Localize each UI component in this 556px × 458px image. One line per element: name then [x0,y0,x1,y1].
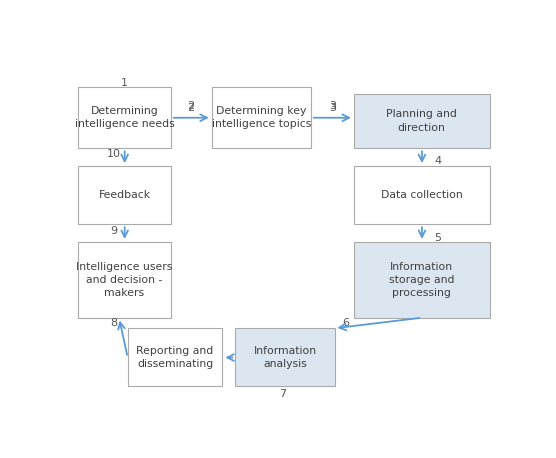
FancyBboxPatch shape [78,166,171,224]
Text: 2: 2 [187,103,195,113]
Text: 8: 8 [110,318,117,328]
FancyBboxPatch shape [212,87,311,148]
Text: Data collection: Data collection [381,190,463,200]
FancyBboxPatch shape [78,242,171,318]
Text: Determining key
intelligence topics: Determining key intelligence topics [212,106,311,129]
Text: Intelligence users
and decision -
makers: Intelligence users and decision - makers [76,262,172,298]
Text: Information
analysis: Information analysis [254,346,316,369]
Text: 7: 7 [279,388,286,398]
Text: Information
storage and
processing: Information storage and processing [389,262,454,298]
FancyBboxPatch shape [235,328,335,387]
Text: 2: 2 [187,101,195,111]
Text: 3: 3 [329,103,336,113]
FancyBboxPatch shape [78,87,171,148]
Text: Determining
intelligence needs: Determining intelligence needs [75,106,175,129]
Text: Reporting and
disseminating: Reporting and disseminating [136,346,214,369]
Text: 4: 4 [434,156,441,166]
Text: 1: 1 [121,78,128,88]
Text: Feedback: Feedback [98,190,151,200]
FancyBboxPatch shape [354,242,490,318]
FancyBboxPatch shape [354,94,490,148]
Text: 5: 5 [434,233,441,243]
FancyBboxPatch shape [128,328,222,387]
Text: Planning and
direction: Planning and direction [386,109,457,133]
Text: 3: 3 [329,101,336,111]
Text: 10: 10 [107,149,121,159]
FancyBboxPatch shape [354,166,490,224]
Text: 9: 9 [110,226,117,236]
Text: 6: 6 [342,318,349,328]
